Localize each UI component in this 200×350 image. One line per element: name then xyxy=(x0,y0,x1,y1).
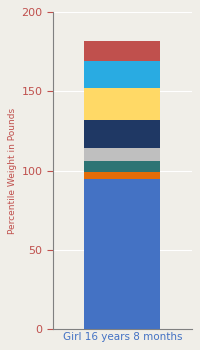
Bar xyxy=(84,161,160,172)
Bar xyxy=(84,148,160,161)
Y-axis label: Percentile Weight in Pounds: Percentile Weight in Pounds xyxy=(8,107,17,234)
Bar xyxy=(84,61,160,88)
Bar xyxy=(84,88,160,120)
Bar xyxy=(84,178,160,329)
Bar xyxy=(84,41,160,61)
Bar xyxy=(84,120,160,148)
Bar xyxy=(84,172,160,178)
